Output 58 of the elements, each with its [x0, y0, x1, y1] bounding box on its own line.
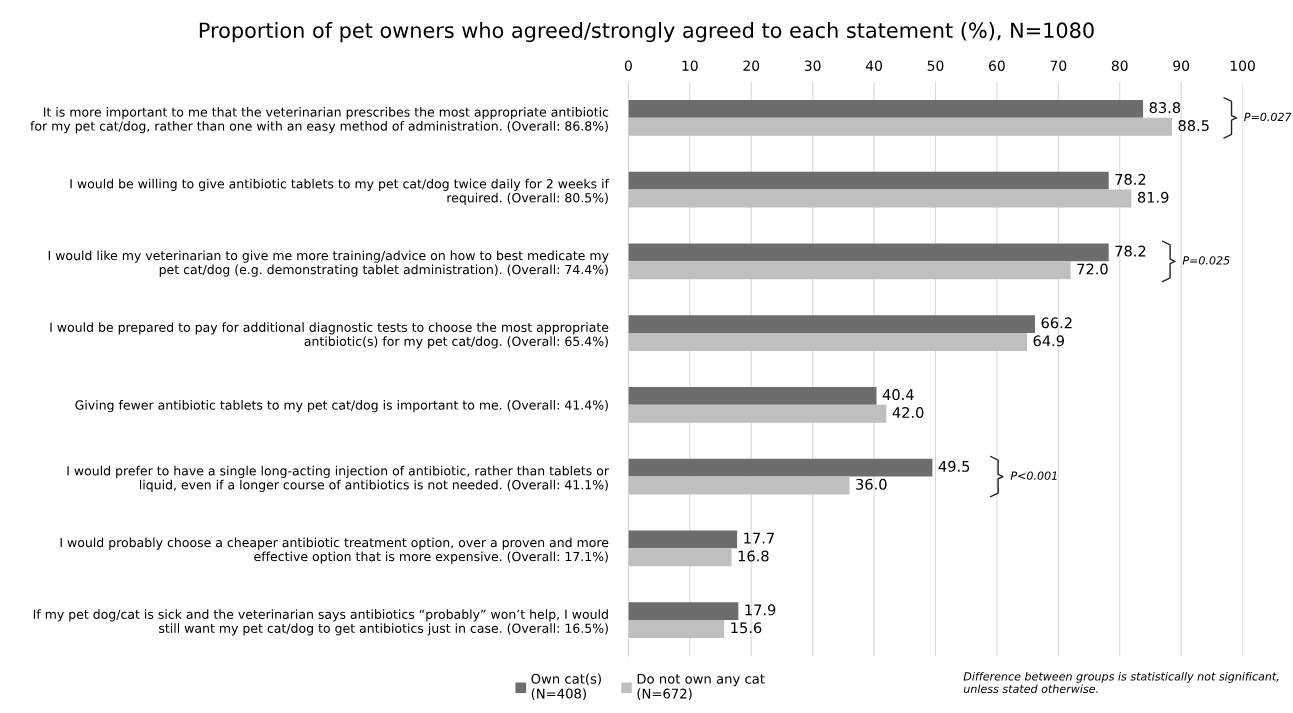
x-tick-label: 50 — [927, 60, 944, 71]
annotation: P=0.025 — [1182, 256, 1230, 265]
data-label: 17.9 — [745, 604, 776, 616]
data-label: 16.8 — [738, 550, 769, 562]
x-tick-label: 100 — [1230, 60, 1255, 71]
x-tick-label: 20 — [743, 60, 760, 71]
y-tick-label: I would be willing to give antibiotic tablets to my pet cat/dog twice daily for 2 weeks if required. (Overall: 80.5%) — [70, 178, 610, 205]
text: Difference between groups is statistically not significant, unless stated otherwise. — [963, 671, 1279, 694]
data-label: 81.9 — [1137, 191, 1169, 203]
bar — [628, 530, 738, 549]
bar — [628, 548, 732, 567]
x-tick-label: 10 — [682, 60, 698, 71]
annotation: P<0.001 — [1010, 471, 1057, 480]
bar — [628, 243, 1109, 262]
legend-label: Do not own any cat (N=672) — [637, 673, 765, 701]
y-tick-label: I would like my veterinarian to give me more training/advice on how to best medicate my pet cat/dog (e.g. demonstrating tablet administration). (Overall: 74.4%) — [48, 250, 609, 277]
bar — [628, 333, 1027, 352]
y-tick-label: Giving fewer antibiotic tablets to my pet cat/dog is important to me. (Overall: 41.4%) — [75, 400, 608, 413]
data-label: 66.2 — [1041, 317, 1072, 329]
data-label: 88.5 — [1178, 120, 1209, 132]
data-label: 78.2 — [1115, 173, 1146, 185]
data-label: 40.4 — [882, 389, 914, 401]
bar — [628, 620, 725, 639]
bar — [628, 602, 739, 621]
bar — [628, 99, 1144, 118]
y-tick-label: It is more important to me that the veterinarian prescribes the most appropriate antibiotic for my pet cat/dog, rather than one with an easy method of administration. (Overall: 86.8%) — [30, 107, 609, 134]
y-tick-label: If my pet dog/cat is sick and the veterinarian says antibiotics “probably” won’t help, I would still want my pet cat/dog to get antibiotics just in case. (Overall: 16.5%) — [33, 609, 608, 636]
data-label: 36.0 — [856, 478, 887, 490]
data-label: 83.8 — [1149, 102, 1181, 114]
data-label: 42.0 — [892, 407, 924, 419]
data-label: 17.7 — [744, 532, 774, 544]
bar — [628, 117, 1172, 136]
y-tick-label: I would probably choose a cheaper antibiotic treatment option, over a proven and more effective option that is more expensive. (Overall: 17.1%) — [60, 537, 609, 564]
legend-label: Own cat(s) (N=408) — [531, 673, 601, 701]
bar — [628, 189, 1132, 208]
bar — [628, 476, 850, 495]
data-label: 78.2 — [1115, 245, 1146, 257]
x-tick-label: 90 — [1173, 60, 1190, 71]
bar — [628, 315, 1035, 334]
bar — [628, 458, 933, 477]
data-label: 49.5 — [938, 460, 970, 472]
x-tick-label: 40 — [865, 60, 882, 71]
bar — [628, 261, 1071, 280]
x-tick-label: 60 — [989, 60, 1005, 71]
chart-title: Proportion of pet owners who agreed/strongly agreed to each statement (%), N=1080 — [199, 22, 1094, 43]
y-tick-label: I would prefer to have a single long-acting injection of antibiotic, rather than tablets or liquid, even if a longer course of antibiotics is not needed. (Overall: 41.1%) — [67, 465, 609, 492]
x-tick-label: 80 — [1111, 60, 1128, 71]
data-label: 72.0 — [1077, 263, 1108, 275]
x-tick-label: 30 — [804, 60, 821, 71]
x-tick-label: 0 — [624, 60, 632, 71]
x-tick-label: 70 — [1050, 60, 1067, 71]
bar — [628, 171, 1109, 190]
y-tick-label: I would be prepared to pay for additional diagnostic tests to choose the most appropriate antibiotic(s) for my pet cat/dog. (Overall: 65.4%) — [50, 322, 609, 349]
bar — [628, 404, 887, 423]
bar — [628, 386, 877, 405]
data-label: 15.6 — [731, 622, 762, 634]
data-label: 64.9 — [1033, 335, 1064, 347]
text: P=0.027 — [1244, 112, 1292, 122]
